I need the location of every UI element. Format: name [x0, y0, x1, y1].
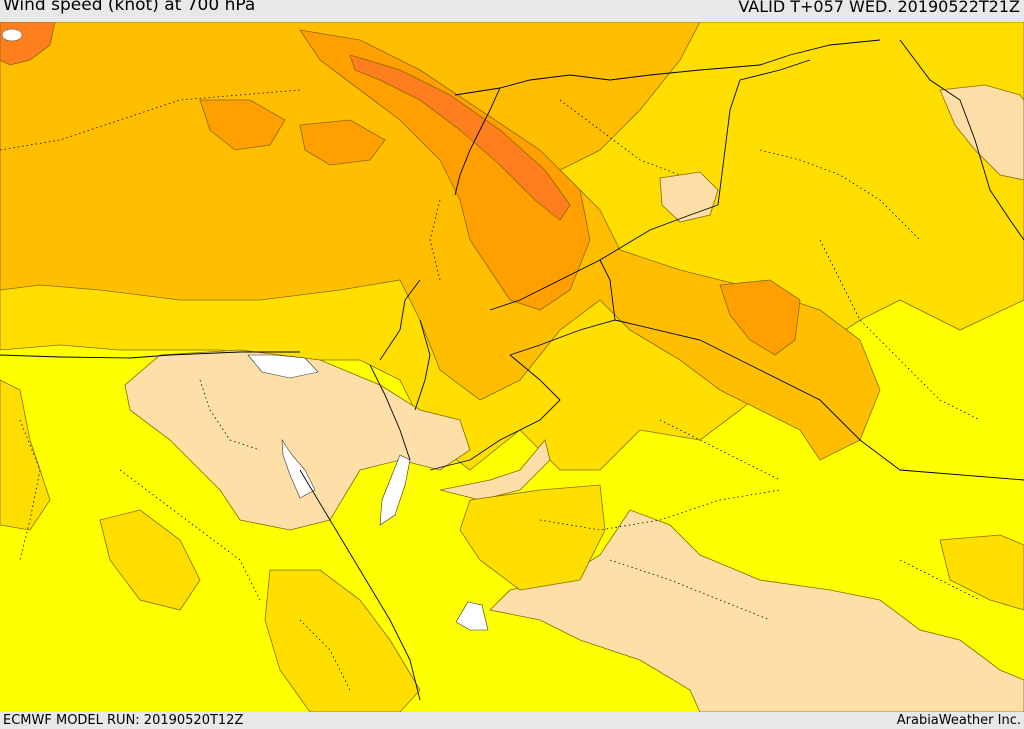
wind-zone-calm-iraq — [939, 84, 1024, 181]
wind-zone-moderate-west — [0, 379, 51, 531]
wind-zone-calm-arabia — [489, 509, 1024, 712]
map-footer: ECMWF MODEL RUN: 20190520T12Z ArabiaWeat… — [0, 712, 1024, 729]
map-header: Wind speed (knot) at 700 hPa VALID T+057… — [0, 0, 1024, 22]
water-red-sea-island — [455, 601, 489, 631]
water-lake-nw — [1, 28, 23, 42]
wind-zone-strong-cyprus — [299, 119, 386, 166]
brand-label: ArabiaWeather Inc. — [896, 713, 1021, 728]
model-run-label: ECMWF MODEL RUN: 20190520T12Z — [3, 713, 244, 728]
admin-boundaries — [0, 89, 981, 691]
wind-zone-strong-west — [199, 99, 286, 151]
valid-time: VALID T+057 WED. 20190522T21Z — [738, 0, 1020, 16]
water-nile-delta — [247, 354, 319, 379]
wind-zone-calm-syria — [659, 171, 719, 223]
water-gulf-of-suez — [281, 438, 316, 499]
map-title: Wind speed (knot) at 700 hPa — [3, 0, 256, 15]
country-borders — [0, 39, 1024, 701]
wind-zone-strong-east — [719, 279, 801, 356]
map-canvas — [0, 22, 1024, 712]
wind-zone-moderate-east — [939, 534, 1024, 611]
wind-zone-strong — [299, 29, 591, 311]
wind-zone-calm-egypt — [124, 349, 471, 531]
wind-zone-moderate-redsea — [264, 569, 421, 712]
wind-zone-moderate-south — [99, 509, 201, 611]
wind-speed-map — [0, 22, 1024, 712]
wind-zone-moderate-center — [459, 484, 606, 591]
wind-zone-very-strong — [349, 54, 571, 221]
water-gulf-of-aqaba — [379, 454, 411, 526]
